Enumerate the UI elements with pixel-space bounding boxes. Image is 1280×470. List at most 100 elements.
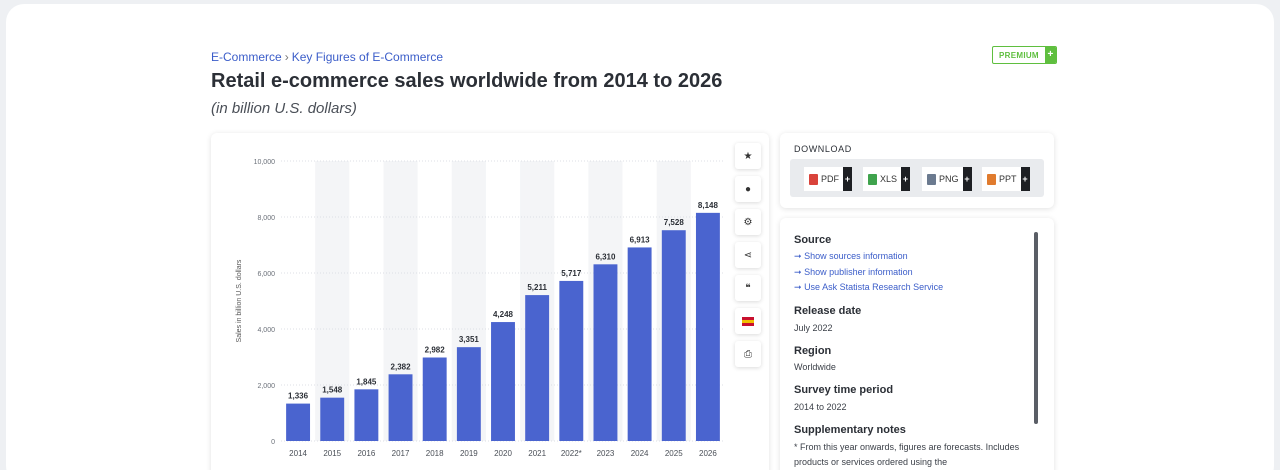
download-pdf-label: PDF	[821, 174, 839, 184]
bar-value-label: 6,913	[630, 235, 651, 244]
bar	[627, 247, 652, 441]
page-title: Retail e-commerce sales worldwide from 2…	[211, 70, 723, 92]
bar-value-label: 2,982	[425, 346, 446, 355]
bar-value-label: 1,845	[356, 377, 377, 386]
download-png-button[interactable]: PNG +	[922, 167, 972, 191]
premium-badge[interactable]: PREMIUM +	[992, 46, 1057, 64]
x-tick-label: 2024	[631, 449, 649, 458]
download-buttons: PDF + XLS + PNG + PPT +	[790, 159, 1044, 197]
chart-panel: 0 2,000 4,000 6,000 8,000 10,000 Sales in bill…	[211, 133, 769, 470]
download-xls-label: XLS	[880, 174, 898, 184]
premium-label: PREMIUM	[999, 51, 1039, 60]
show-publisher-link[interactable]: ➞ Show publisher information	[794, 267, 913, 278]
ask-statista-link[interactable]: ➞ Use Ask Statista Research Service	[794, 282, 943, 293]
bar	[456, 347, 481, 441]
bar-value-label: 4,248	[493, 310, 514, 319]
bar	[354, 389, 379, 441]
page-subtitle: (in billion U.S. dollars)	[211, 100, 357, 117]
x-tick-label: 2018	[426, 449, 444, 458]
info-scrollbar[interactable]	[1034, 232, 1038, 424]
share-icon[interactable]: ⋖	[735, 242, 761, 268]
x-tick-label: 2025	[665, 449, 683, 458]
bar	[525, 295, 550, 441]
breadcrumb-key-figures[interactable]: Key Figures of E-Commerce	[291, 50, 444, 64]
bar-value-label: 5,717	[561, 269, 582, 278]
y-axis-label: Sales in billion U.S. dollars	[236, 259, 243, 342]
bar	[695, 212, 720, 441]
download-ppt-label: PPT	[999, 174, 1017, 184]
source-heading: Source	[794, 234, 832, 246]
bar	[422, 357, 447, 441]
quote-icon[interactable]: ❝	[735, 275, 761, 301]
info-panel: Source ➞ Show sources information ➞ Show…	[780, 218, 1054, 470]
survey-period-value: 2014 to 2022	[794, 402, 847, 412]
bar-value-label: 7,528	[664, 218, 685, 227]
download-pdf-button[interactable]: PDF +	[804, 167, 852, 191]
x-tick-label: 2023	[597, 449, 615, 458]
arrow-right-icon: ➞	[794, 282, 802, 292]
download-xls-button[interactable]: XLS +	[863, 167, 911, 191]
column-band	[315, 161, 350, 441]
x-tick-label: 2017	[392, 449, 410, 458]
x-tick-label: 2016	[357, 449, 375, 458]
download-ppt-button[interactable]: PPT +	[982, 167, 1030, 191]
region-value: Worldwide	[794, 362, 836, 372]
x-tick-label: 2022*	[561, 449, 582, 458]
show-publisher-label: Show publisher information	[804, 267, 913, 277]
star-icon[interactable]: ★	[735, 143, 761, 169]
pdf-file-icon	[809, 173, 818, 185]
y-tick-label: 10,000	[254, 159, 276, 166]
bar	[286, 403, 311, 441]
show-sources-link[interactable]: ➞ Show sources information	[794, 251, 908, 262]
x-tick-label: 2015	[323, 449, 341, 458]
release-date-heading: Release date	[794, 305, 862, 317]
bar	[661, 230, 686, 441]
release-date-value: July 2022	[794, 323, 833, 333]
bar-value-label: 8,148	[698, 201, 719, 210]
y-tick-label: 6,000	[257, 271, 275, 278]
premium-plus-icon: +	[1044, 47, 1056, 63]
download-png-label: PNG	[939, 174, 959, 184]
bar	[593, 264, 618, 441]
png-file-icon	[927, 173, 936, 185]
download-png-plus: +	[962, 167, 972, 191]
download-xls-plus: +	[901, 167, 911, 191]
breadcrumb-separator: ›	[284, 50, 289, 64]
breadcrumb-ecommerce[interactable]: E-Commerce	[211, 50, 282, 64]
x-tick-label: 2026	[699, 449, 717, 458]
bar	[491, 322, 515, 441]
arrow-right-icon: ➞	[794, 267, 802, 277]
download-panel: DOWNLOAD PDF + XLS + PNG + PPT +	[780, 133, 1054, 208]
bar	[388, 374, 413, 441]
flag-icon[interactable]	[735, 308, 761, 334]
bar-value-label: 1,336	[288, 392, 309, 401]
bell-icon[interactable]: ●	[735, 176, 761, 202]
supplementary-notes-heading: Supplementary notes	[794, 424, 906, 436]
bar-value-label: 3,351	[459, 335, 480, 344]
breadcrumb: E-Commerce › Key Figures of E-Commerce	[211, 50, 443, 64]
chart-toolbar: ★ ● ⚙ ⋖ ❝ ⎙	[735, 143, 761, 367]
y-tick-label: 8,000	[257, 215, 275, 222]
show-sources-label: Show sources information	[804, 251, 908, 261]
xls-file-icon	[868, 173, 877, 185]
y-tick-label: 0	[271, 439, 275, 446]
download-ppt-plus: +	[1020, 167, 1030, 191]
x-tick-label: 2014	[289, 449, 307, 458]
survey-period-heading: Survey time period	[794, 384, 894, 396]
x-tick-label: 2021	[528, 449, 546, 458]
y-tick-label: 2,000	[257, 383, 275, 390]
bar	[320, 397, 345, 441]
bar-chart: 0 2,000 4,000 6,000 8,000 10,000 Sales in bill…	[236, 159, 725, 458]
y-tick-label: 4,000	[257, 327, 275, 334]
download-pdf-plus: +	[843, 167, 852, 191]
gear-icon[interactable]: ⚙	[735, 209, 761, 235]
x-tick-label: 2019	[460, 449, 478, 458]
ask-statista-label: Use Ask Statista Research Service	[804, 282, 944, 292]
download-title: DOWNLOAD	[794, 144, 852, 154]
ppt-file-icon	[987, 173, 996, 185]
arrow-right-icon: ➞	[794, 251, 802, 261]
bar-value-label: 6,310	[595, 252, 616, 261]
bar-value-label: 5,211	[527, 283, 547, 292]
print-icon[interactable]: ⎙	[735, 341, 761, 367]
bar	[559, 280, 584, 441]
